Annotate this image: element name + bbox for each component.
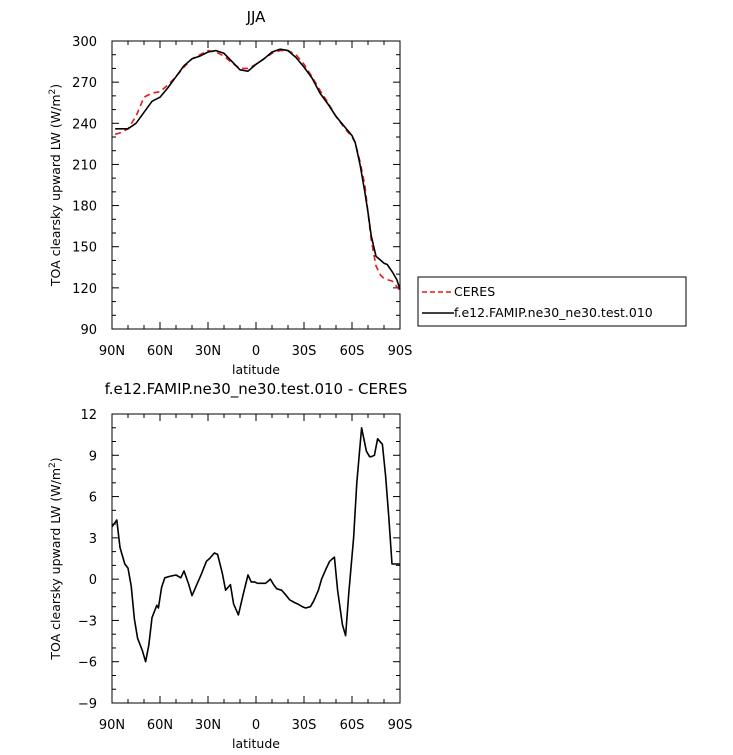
top-chart-panel: JJA 90N 60N 30N 0 30S 60S 90S 90 120 150 180 210 240… (48, 8, 412, 377)
x-tick-label: 90S (388, 718, 413, 733)
top-y-axis-label-main: TOA clearsky upward LW (W/m (48, 94, 63, 287)
x-tick-label: 0 (252, 718, 260, 733)
top-y-axis-label: TOA clearsky upward LW (W/m2) (48, 84, 63, 287)
bottom-series-group (111, 426, 400, 663)
y-tick-label: 270 (72, 76, 97, 91)
y-tick-label: 9 (89, 449, 97, 464)
series-line-difference (111, 426, 400, 663)
top-x-axis-label: latitude (232, 362, 280, 377)
y-tick-label: 12 (80, 408, 97, 423)
bottom-x-axis-label: latitude (232, 736, 280, 751)
x-tick-label: 30N (195, 718, 221, 733)
x-tick-label: 90N (99, 718, 125, 733)
y-tick-label: 240 (72, 117, 97, 132)
top-axes: 90N 60N 30N 0 30S 60S 90S 90 120 150 180 210 240 270 3… (72, 35, 412, 359)
bottom-chart-panel: f.e12.FAMIP.ne30_ne30.test.010 - CERES 9… (48, 380, 412, 751)
bottom-y-axis-label-main: TOA clearsky upward LW (W/m (48, 468, 63, 661)
y-tick-label: 150 (72, 241, 97, 256)
x-tick-label: 60S (340, 718, 365, 733)
x-tick-label: 90N (99, 344, 125, 359)
x-tick-label: 30N (195, 344, 221, 359)
bottom-y-axis-label-end: ) (48, 457, 63, 462)
y-tick-label: 6 (89, 491, 97, 506)
x-tick-label: 60N (147, 344, 173, 359)
y-tick-label: −9 (78, 697, 97, 712)
y-tick-label: −6 (78, 656, 97, 671)
bottom-y-axis-label: TOA clearsky upward LW (W/m2) (48, 457, 63, 660)
top-plot-frame (111, 40, 401, 330)
x-tick-label: 0 (252, 344, 260, 359)
y-tick-label: −3 (78, 614, 97, 629)
top-y-axis-label-sup: 2 (48, 89, 58, 95)
legend-box (417, 276, 687, 327)
x-tick-label: 30S (292, 718, 317, 733)
legend-label-model: f.e12.FAMIP.ne30_ne30.test.010 (454, 305, 653, 320)
series-line-model (115, 48, 401, 290)
x-tick-label: 60S (340, 344, 365, 359)
top-series-group (114, 48, 401, 292)
x-tick-label: 30S (292, 344, 317, 359)
series-line-ceres (114, 49, 401, 292)
y-tick-label: 3 (89, 532, 97, 547)
bottom-y-axis-label-sup: 2 (48, 462, 58, 468)
y-tick-label: 180 (72, 200, 97, 215)
x-tick-label: 60N (147, 718, 173, 733)
bottom-chart-title: f.e12.FAMIP.ne30_ne30.test.010 - CERES (105, 380, 408, 399)
legend: CERES f.e12.FAMIP.ne30_ne30.test.010 (417, 276, 687, 327)
top-y-axis-label-end: ) (48, 84, 63, 89)
y-tick-label: 0 (89, 573, 97, 588)
bottom-plot-frame (111, 413, 401, 704)
y-tick-label: 210 (72, 158, 97, 173)
bottom-axes: 90N 60N 30N 0 30S 60S 90S −9 −6 −3 0 3 6 9 12 (78, 408, 413, 733)
y-tick-label: 90 (80, 323, 97, 338)
x-tick-label: 90S (388, 344, 413, 359)
top-chart-title: JJA (246, 8, 267, 26)
y-tick-label: 120 (72, 282, 97, 297)
legend-label-ceres: CERES (454, 284, 495, 299)
y-tick-label: 300 (72, 35, 97, 50)
